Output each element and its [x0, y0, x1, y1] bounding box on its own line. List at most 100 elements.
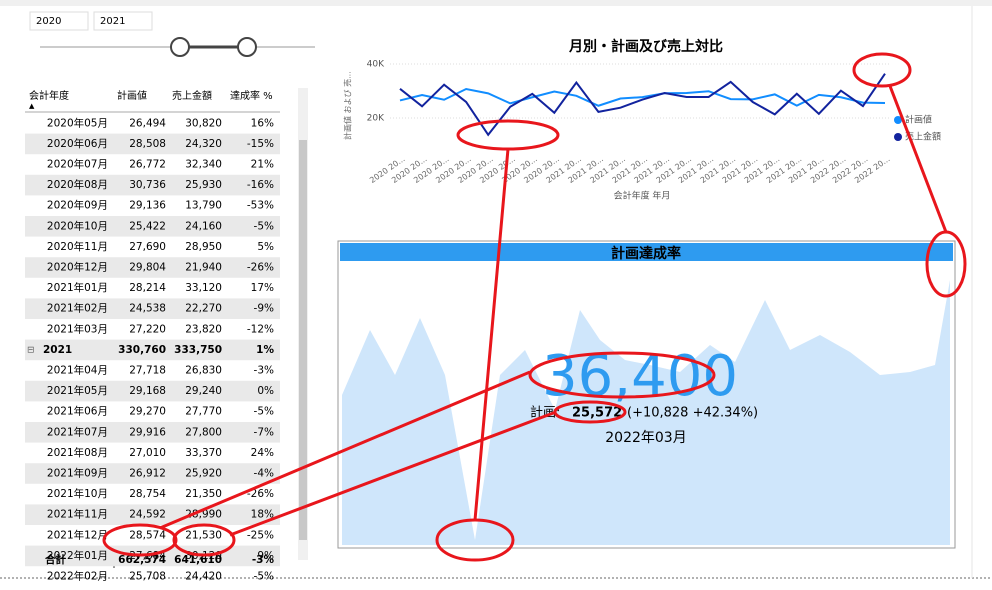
x-axis-title: 会計年度 年月 — [614, 190, 671, 202]
column-header: 達成率 % — [230, 89, 273, 102]
kpi-goal: 25,572 — [572, 406, 622, 421]
group-cell: 333,750 — [174, 344, 222, 356]
table-cell: 21% — [251, 159, 274, 171]
table-cell: 2021年10月 — [47, 487, 108, 500]
group-cell: 330,760 — [118, 344, 166, 356]
column-header: 会計年度 — [29, 89, 69, 102]
table-cell: 2020年08月 — [47, 178, 108, 191]
kpi-diff: (+10,828 +42.34%) — [627, 406, 758, 421]
row-band — [25, 339, 280, 361]
table-cell: 27,010 — [129, 447, 166, 459]
row-band — [25, 380, 280, 402]
table-cell: 2021年04月 — [47, 364, 108, 377]
table-cell: 2020年09月 — [47, 199, 108, 212]
table-cell: 29,916 — [129, 426, 166, 438]
table-cell: 2021年06月 — [47, 405, 108, 418]
table-cell: 2020年10月 — [47, 219, 108, 232]
row-band — [25, 504, 280, 525]
table-cell: 21,350 — [185, 488, 222, 500]
table-cell: -5% — [254, 571, 274, 583]
table-cell: 2020年07月 — [47, 158, 108, 171]
table-cell: 2021年07月 — [47, 425, 108, 438]
slider-handle[interactable] — [237, 37, 257, 57]
table-cell: 30,820 — [185, 117, 222, 129]
total-cell: 641,610 — [174, 554, 222, 566]
table-cell: 24,538 — [129, 303, 166, 315]
y-axis-title: 計画値 および 売... — [343, 71, 353, 140]
table-cell: 2021年12月 — [47, 528, 108, 541]
table-cell: 26,772 — [129, 159, 166, 171]
table-cell: 2021年02月 — [47, 302, 108, 315]
table-cell: 25,930 — [185, 179, 222, 191]
annotation-circle — [172, 523, 236, 557]
row-band — [25, 298, 280, 319]
table-cell: 25,422 — [129, 220, 166, 232]
table-cell: -15% — [247, 138, 274, 150]
table-cell: -12% — [247, 323, 274, 335]
table-cell: -5% — [254, 220, 274, 232]
annotation-circle — [528, 351, 716, 399]
table-cell: 26,830 — [185, 365, 222, 377]
y-tick-label: 20K — [367, 114, 385, 124]
table-cell: 24,160 — [185, 220, 222, 232]
table-cell: 24,320 — [185, 138, 222, 150]
total-cell: -3% — [252, 554, 275, 566]
table-cell: 2021年08月 — [47, 446, 108, 459]
table-cell: 23,820 — [185, 323, 222, 335]
table-cell: 28,508 — [129, 138, 166, 150]
row-band — [25, 216, 280, 237]
table-cell: -3% — [254, 365, 274, 377]
table-cell: 30,736 — [129, 179, 166, 191]
table-cell: 24% — [251, 447, 274, 459]
table-cell: 0% — [257, 385, 274, 397]
y-tick-label: 40K — [367, 60, 385, 70]
slider-handle[interactable] — [170, 37, 190, 57]
table-cell: 33,120 — [185, 282, 222, 294]
table-cell: 2021年05月 — [47, 384, 108, 397]
table-cell: -9% — [254, 303, 274, 315]
table-cell: 9% — [257, 550, 274, 562]
legend-marker — [894, 116, 902, 124]
kpi-period: 2022年03月 — [605, 430, 686, 446]
slicer-box[interactable] — [29, 11, 89, 31]
table-cell: 28,214 — [129, 282, 166, 294]
slicer-end: 2021 — [100, 16, 125, 27]
kpi-title: 計画達成率 — [611, 245, 681, 262]
slicer-box[interactable] — [93, 11, 153, 31]
table-cell: 26,494 — [129, 117, 166, 129]
kpi-trend-area — [342, 280, 950, 545]
table-cell: -4% — [254, 468, 274, 480]
table-cell: -25% — [247, 529, 274, 541]
table-cell: 21,530 — [185, 529, 222, 541]
table-cell: 2020年11月 — [47, 240, 108, 253]
table-cell: 29,240 — [185, 385, 222, 397]
table-cell: 18% — [251, 509, 274, 521]
scroll-thumb[interactable] — [299, 140, 307, 540]
table-cell: 17% — [251, 282, 274, 294]
column-header: 計画値 — [117, 89, 147, 102]
table-cell: 2022年01月 — [47, 549, 108, 562]
table-cell: 29,136 — [129, 200, 166, 212]
table-cell: 2021年03月 — [47, 322, 108, 335]
table-cell: 2020年12月 — [47, 261, 108, 274]
group-cell: 2021 — [43, 344, 72, 356]
kpi-header — [340, 243, 953, 261]
table-cell: 25,708 — [129, 571, 166, 583]
table-cell: 24,592 — [129, 509, 166, 521]
table-cell: 2020年05月 — [47, 116, 108, 129]
total-cell: 合計 — [44, 553, 66, 566]
legend-label: 計画値 — [905, 114, 932, 126]
table-cell: 32,340 — [185, 159, 222, 171]
kpi-goal-label: 計画: — [530, 405, 560, 421]
table-cell: 27,800 — [185, 426, 222, 438]
table-cell: 27,220 — [129, 323, 166, 335]
table-cell: 16% — [251, 117, 274, 129]
table-cell: 2022年02月 — [47, 570, 108, 583]
row-band — [25, 463, 280, 484]
table-cell: 28,754 — [129, 488, 166, 500]
table-cell: 24,420 — [185, 571, 222, 583]
table-cell: 27,690 — [129, 241, 166, 253]
slicer-start: 2020 — [36, 16, 61, 27]
table-cell: -16% — [247, 179, 274, 191]
